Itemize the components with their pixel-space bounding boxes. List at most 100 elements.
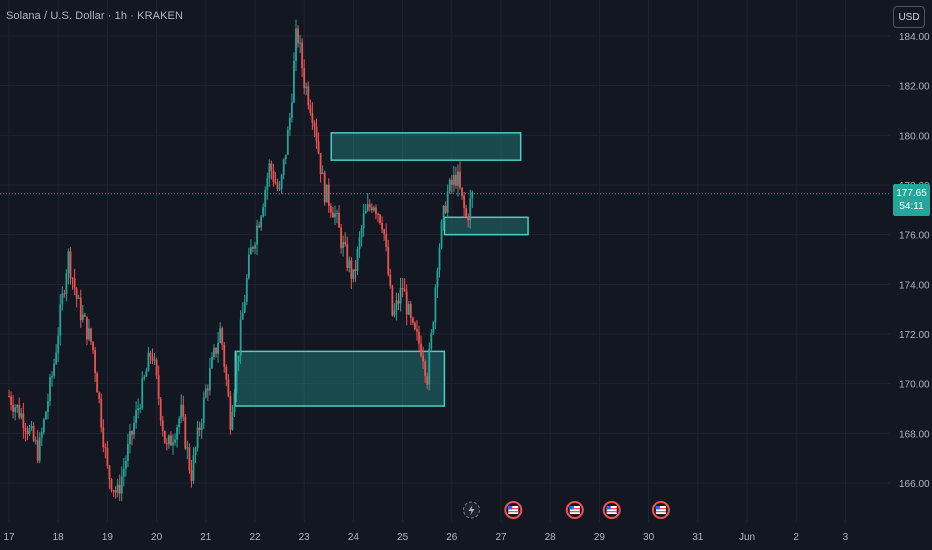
candle-body <box>364 210 367 214</box>
candle-body <box>418 331 420 344</box>
candle-body <box>362 213 365 229</box>
y-tick-label: 176.00 <box>899 231 930 242</box>
last-price-value: 177.65 <box>896 188 927 199</box>
candle-body <box>77 297 80 299</box>
candle-body <box>309 105 312 114</box>
zone-rectangle <box>443 216 529 236</box>
currency-button[interactable]: USD <box>893 6 925 28</box>
candle-body <box>325 184 328 203</box>
candle-body <box>446 191 449 213</box>
x-tick-label: 23 <box>299 532 311 543</box>
flag-stripe <box>569 511 580 513</box>
candle-body <box>442 205 445 222</box>
candle-body <box>280 174 283 189</box>
candle-body <box>332 212 334 218</box>
candle-body <box>174 439 176 443</box>
candle-body <box>422 355 424 362</box>
candle-body <box>323 172 326 203</box>
x-tick-label: 25 <box>397 532 409 543</box>
candle-body <box>344 242 347 245</box>
candle-body <box>245 278 248 302</box>
candle-body <box>135 410 137 424</box>
candle-body <box>401 287 404 290</box>
candle-body <box>36 440 39 461</box>
candle-body <box>342 242 345 248</box>
candle-body <box>438 247 441 271</box>
candle-body <box>321 172 324 175</box>
candle-body <box>329 206 332 213</box>
candle-body <box>63 293 66 295</box>
candle-body <box>311 113 314 123</box>
candle-body <box>262 206 265 217</box>
candle-body <box>30 425 33 429</box>
candle-body <box>120 476 123 494</box>
flag-stripe <box>508 508 519 510</box>
candle-body <box>96 373 99 393</box>
candle-body <box>448 179 451 192</box>
candle-body <box>391 285 394 316</box>
candle-body <box>206 388 209 391</box>
candle-body <box>276 183 279 189</box>
x-tick-label: 17 <box>3 532 15 543</box>
candle-body <box>83 314 86 317</box>
candle-body <box>274 181 277 184</box>
candle-body <box>67 251 70 274</box>
candle-body <box>340 227 342 248</box>
candle-body <box>81 314 84 321</box>
candle-body <box>235 361 238 393</box>
candle-body <box>301 42 304 69</box>
flag-stripe <box>655 508 666 510</box>
candle-body <box>202 397 205 423</box>
y-tick-label: 180.00 <box>899 131 930 142</box>
flag-stripe <box>655 511 666 513</box>
candle-body <box>444 205 447 213</box>
candle-body <box>108 465 111 479</box>
candle-body <box>315 126 318 142</box>
candle-body <box>375 207 377 214</box>
flag-canton <box>655 506 660 510</box>
candle-body <box>79 297 82 321</box>
candle-body <box>377 213 379 215</box>
candle-body <box>297 28 299 44</box>
x-tick-label: 27 <box>495 532 507 543</box>
y-tick-label: 184.00 <box>899 32 930 43</box>
candle-body <box>110 478 113 491</box>
candle-body <box>118 484 121 494</box>
candle-body <box>141 378 144 409</box>
candle-body <box>51 375 53 378</box>
x-tick-label: 31 <box>692 532 704 543</box>
candle-body <box>385 234 388 247</box>
candle-body <box>102 427 105 448</box>
candle-body <box>288 117 291 130</box>
candle-body <box>233 392 236 412</box>
flag-field <box>569 506 580 514</box>
candle-body <box>440 221 443 248</box>
candle-body <box>26 430 29 435</box>
candle-body <box>215 347 217 354</box>
x-tick-label: 20 <box>151 532 163 543</box>
candle-body <box>114 490 117 493</box>
candle-body <box>75 288 78 299</box>
candle-body <box>459 171 461 188</box>
y-tick-label: 166.00 <box>899 479 930 490</box>
candle-body <box>354 269 357 272</box>
flag-stripe <box>508 511 519 513</box>
candle-body <box>266 178 269 190</box>
candle-body <box>194 447 197 455</box>
candle-body <box>53 363 55 376</box>
candle-body <box>254 244 256 249</box>
candle-body <box>161 420 164 431</box>
candle-body <box>88 328 90 340</box>
candle-body <box>104 447 107 449</box>
candle-body <box>243 301 246 313</box>
candle-body <box>258 225 260 228</box>
candle-body <box>143 376 146 379</box>
candle-body <box>190 470 193 481</box>
x-tick-label: 21 <box>200 532 212 543</box>
candle-body <box>211 357 213 369</box>
candle-body <box>184 416 187 449</box>
x-tick-label: 26 <box>446 532 458 543</box>
candle-body <box>327 184 330 207</box>
